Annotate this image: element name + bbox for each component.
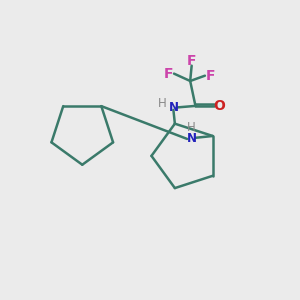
Text: H: H bbox=[158, 98, 167, 110]
Text: O: O bbox=[213, 99, 225, 113]
Text: F: F bbox=[206, 69, 215, 83]
Text: F: F bbox=[164, 67, 173, 81]
Text: N: N bbox=[168, 101, 178, 114]
Text: N: N bbox=[187, 132, 196, 145]
Text: H: H bbox=[187, 121, 195, 134]
Text: F: F bbox=[187, 54, 196, 68]
